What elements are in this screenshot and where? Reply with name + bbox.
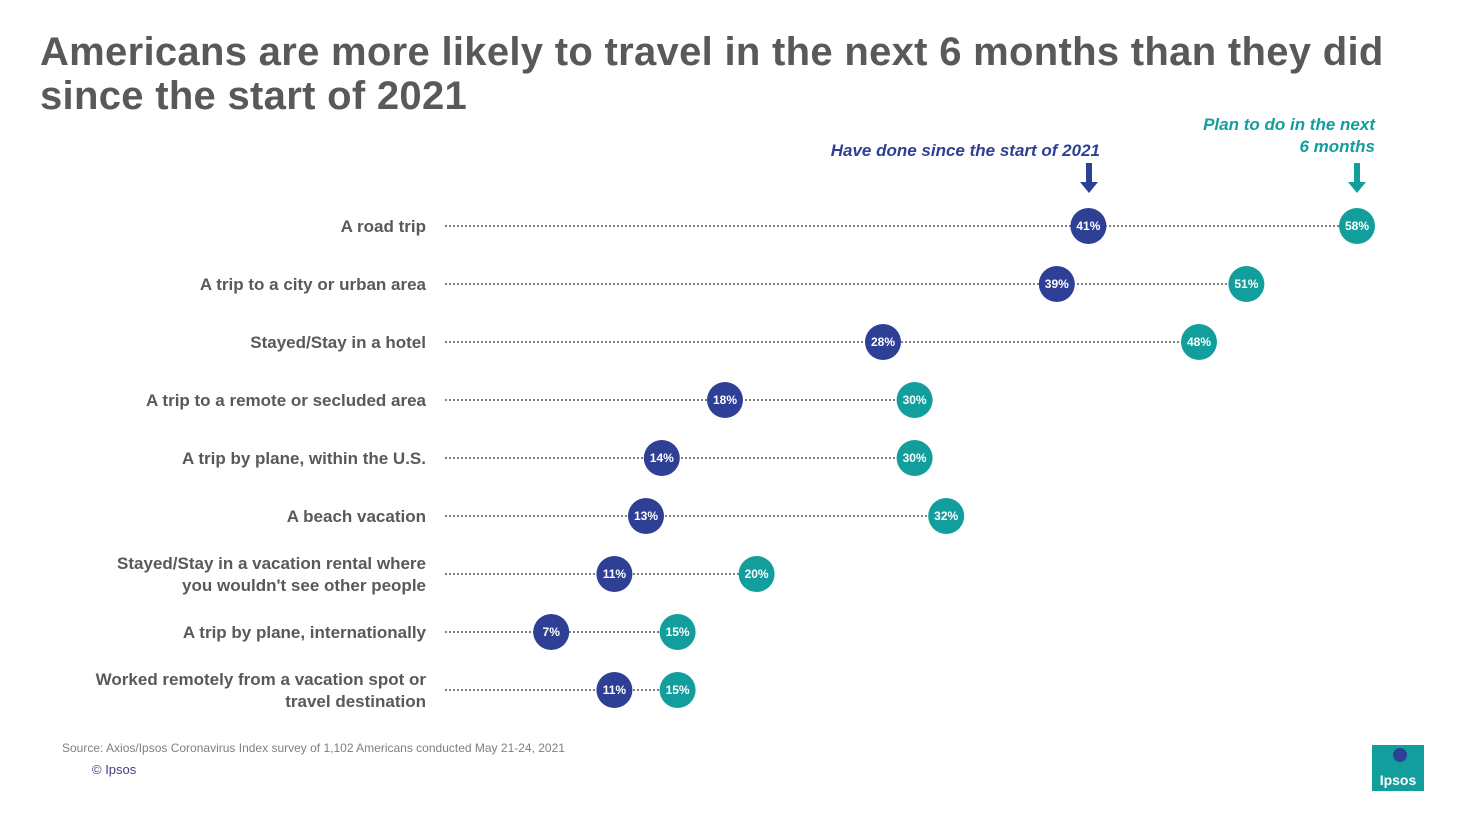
done-dot [865,324,901,360]
plan-value-label: 51% [1234,277,1258,291]
done-dot [643,440,680,476]
done-value-label: 41% [1076,219,1100,233]
logo-mark [1393,748,1407,762]
plan-dot [1339,208,1375,244]
plan-value-label: 20% [745,567,769,581]
category-label-line: A trip by plane, within the U.S. [182,449,426,468]
done-value-label: 18% [713,393,737,407]
plan-value-label: 15% [666,683,690,697]
category-label-line: Worked remotely from a vacation spot or [96,670,427,689]
legend-plan-label: Plan to do in the next 6 months [1203,115,1375,156]
plan-value-label: 58% [1345,219,1369,233]
logo-text: Ipsos [1379,772,1417,788]
done-dot [707,382,743,418]
copyright: © Ipsos [92,762,137,777]
plan-dot [928,498,965,534]
done-value-label: 7% [543,625,561,639]
category-label: A trip to a remote or secluded area [146,391,426,410]
plan-value-label: 30% [903,451,927,465]
category-label: A trip by plane, internationally [183,623,427,642]
plan-dot [1228,266,1265,302]
plan-value-label: 48% [1187,335,1211,349]
done-value-label: 28% [871,335,895,349]
category-label: A trip to a city or urban area [200,275,427,294]
category-label-line: Stayed/Stay in a hotel [250,333,426,352]
done-value-label: 13% [634,509,658,523]
done-dot [1070,208,1107,244]
plan-value-label: 30% [903,393,927,407]
plan-dot [896,382,933,418]
category-label-line: Stayed/Stay in a vacation rental where [117,554,426,573]
source-note: Source: Axios/Ipsos Coronavirus Index su… [62,741,565,755]
category-label: Stayed/Stay in a hotel [250,333,426,352]
plan-dot [659,614,696,650]
category-label: Worked remotely from a vacation spot or t… [96,670,427,711]
plan-value-label: 15% [666,625,690,639]
done-value-label: 39% [1045,277,1069,291]
category-label-line: A road trip [341,217,426,236]
plan-dot [659,672,696,708]
done-value-label: 14% [650,451,674,465]
category-label: A beach vacation [287,507,426,526]
plan-dot [738,556,775,592]
ipsos-logo: Ipsos [1372,745,1424,791]
category-label-line: A trip to a city or urban area [200,275,427,294]
plan-dot [1181,324,1217,360]
legend-done-label: Have done since the start of 2021 [830,141,1100,160]
category-label: A road trip [341,217,426,236]
done-value-label: 11% [603,683,627,697]
category-label-line: A beach vacation [287,507,426,526]
plan-dot [896,440,933,476]
category-label: A trip by plane, within the U.S. [182,449,426,468]
category-label-line: A trip to a remote or secluded area [146,391,426,410]
done-dot [533,614,570,650]
done-dot [596,556,633,592]
category-label-line: you wouldn't see other people [182,576,426,595]
category-label: Stayed/Stay in a vacation rental where yo… [117,554,426,595]
category-label-line: travel destination [285,692,426,711]
done-dot [1038,266,1075,302]
done-dot [596,672,633,708]
done-dot [628,498,664,534]
chart-title: Americans are more likely to travel in t… [40,30,1384,118]
category-label-line: A trip by plane, internationally [183,623,427,642]
done-value-label: 11% [603,567,627,581]
plan-value-label: 32% [934,509,958,523]
